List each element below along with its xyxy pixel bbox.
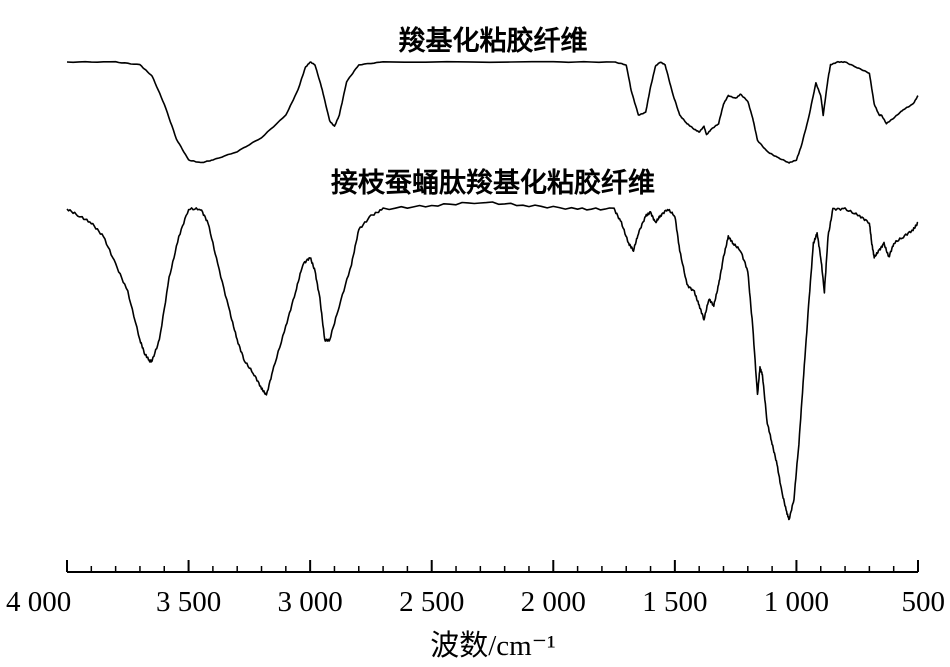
x-tick-label: 2 500 <box>399 586 464 618</box>
x-tick-label: 1 000 <box>764 586 829 618</box>
x-tick-label: 2 000 <box>521 586 586 618</box>
x-axis-ticks: 4 000 3 500 3 000 2 500 2 000 1 500 1 000 500 <box>6 560 945 618</box>
series-label-2: 接枝蚕蛹肽羧基化粘胶纤维 <box>331 167 655 199</box>
x-tick-label: 3 000 <box>278 586 343 618</box>
x-tick-label: 1 500 <box>642 586 707 618</box>
x-tick-label: 4 000 <box>6 586 71 618</box>
series-label-1: 羧基化粘胶纤维 <box>399 25 588 57</box>
series-line-2 <box>66 201 919 521</box>
x-axis-title: 波数/cm⁻¹ <box>430 629 556 662</box>
x-tick-label: 3 500 <box>156 586 221 618</box>
x-tick-label: 500 <box>902 586 946 618</box>
series-layer <box>66 60 919 521</box>
series-line-1 <box>66 60 919 164</box>
